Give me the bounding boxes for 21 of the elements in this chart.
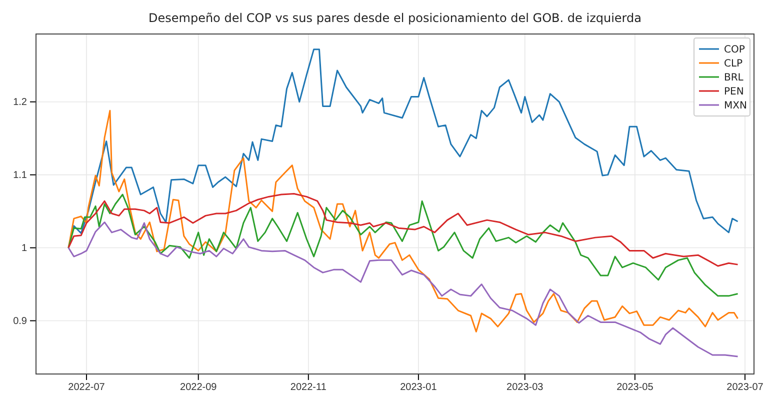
line-series (68, 221, 739, 358)
x-tick-label: 2022-11 (290, 382, 327, 394)
legend-label: BRL (724, 72, 744, 84)
y-tick-label: 1 (21, 242, 28, 254)
legend-label: MXN (724, 100, 747, 112)
legend-label: PEN (724, 86, 744, 98)
x-tick-label: 2022-07 (68, 382, 106, 394)
x-tick-label: 2023-07 (726, 382, 764, 394)
line-series (68, 193, 739, 267)
chart-title: Desempeño del COP vs sus pares desde el posicionamiento del GOB. de izquierda (148, 11, 642, 25)
legend-label: COP (724, 44, 745, 56)
y-tick-label: 0.9 (13, 316, 28, 327)
x-tick-label: 2023-01 (400, 382, 438, 394)
y-tick-label: 1.1 (13, 170, 28, 182)
legend-label: CLP (724, 58, 743, 70)
line-series (68, 110, 739, 332)
x-tick-label: 2022-09 (180, 382, 218, 394)
y-tick-label: 1.2 (13, 97, 28, 108)
x-tick-label: 2023-05 (616, 382, 654, 394)
line-series (68, 194, 739, 297)
x-tick-label: 2023-03 (506, 382, 544, 394)
